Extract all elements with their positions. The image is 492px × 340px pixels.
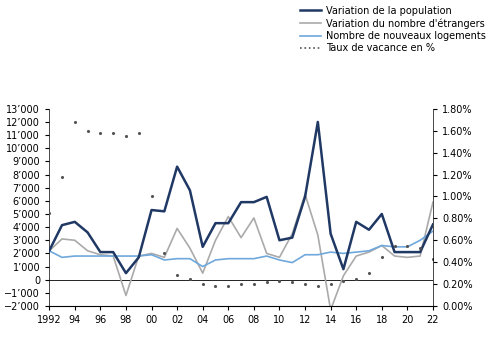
Legend: Variation de la population, Variation du nombre d'étrangers, Nombre de nouveaux : Variation de la population, Variation du… [296,2,490,57]
